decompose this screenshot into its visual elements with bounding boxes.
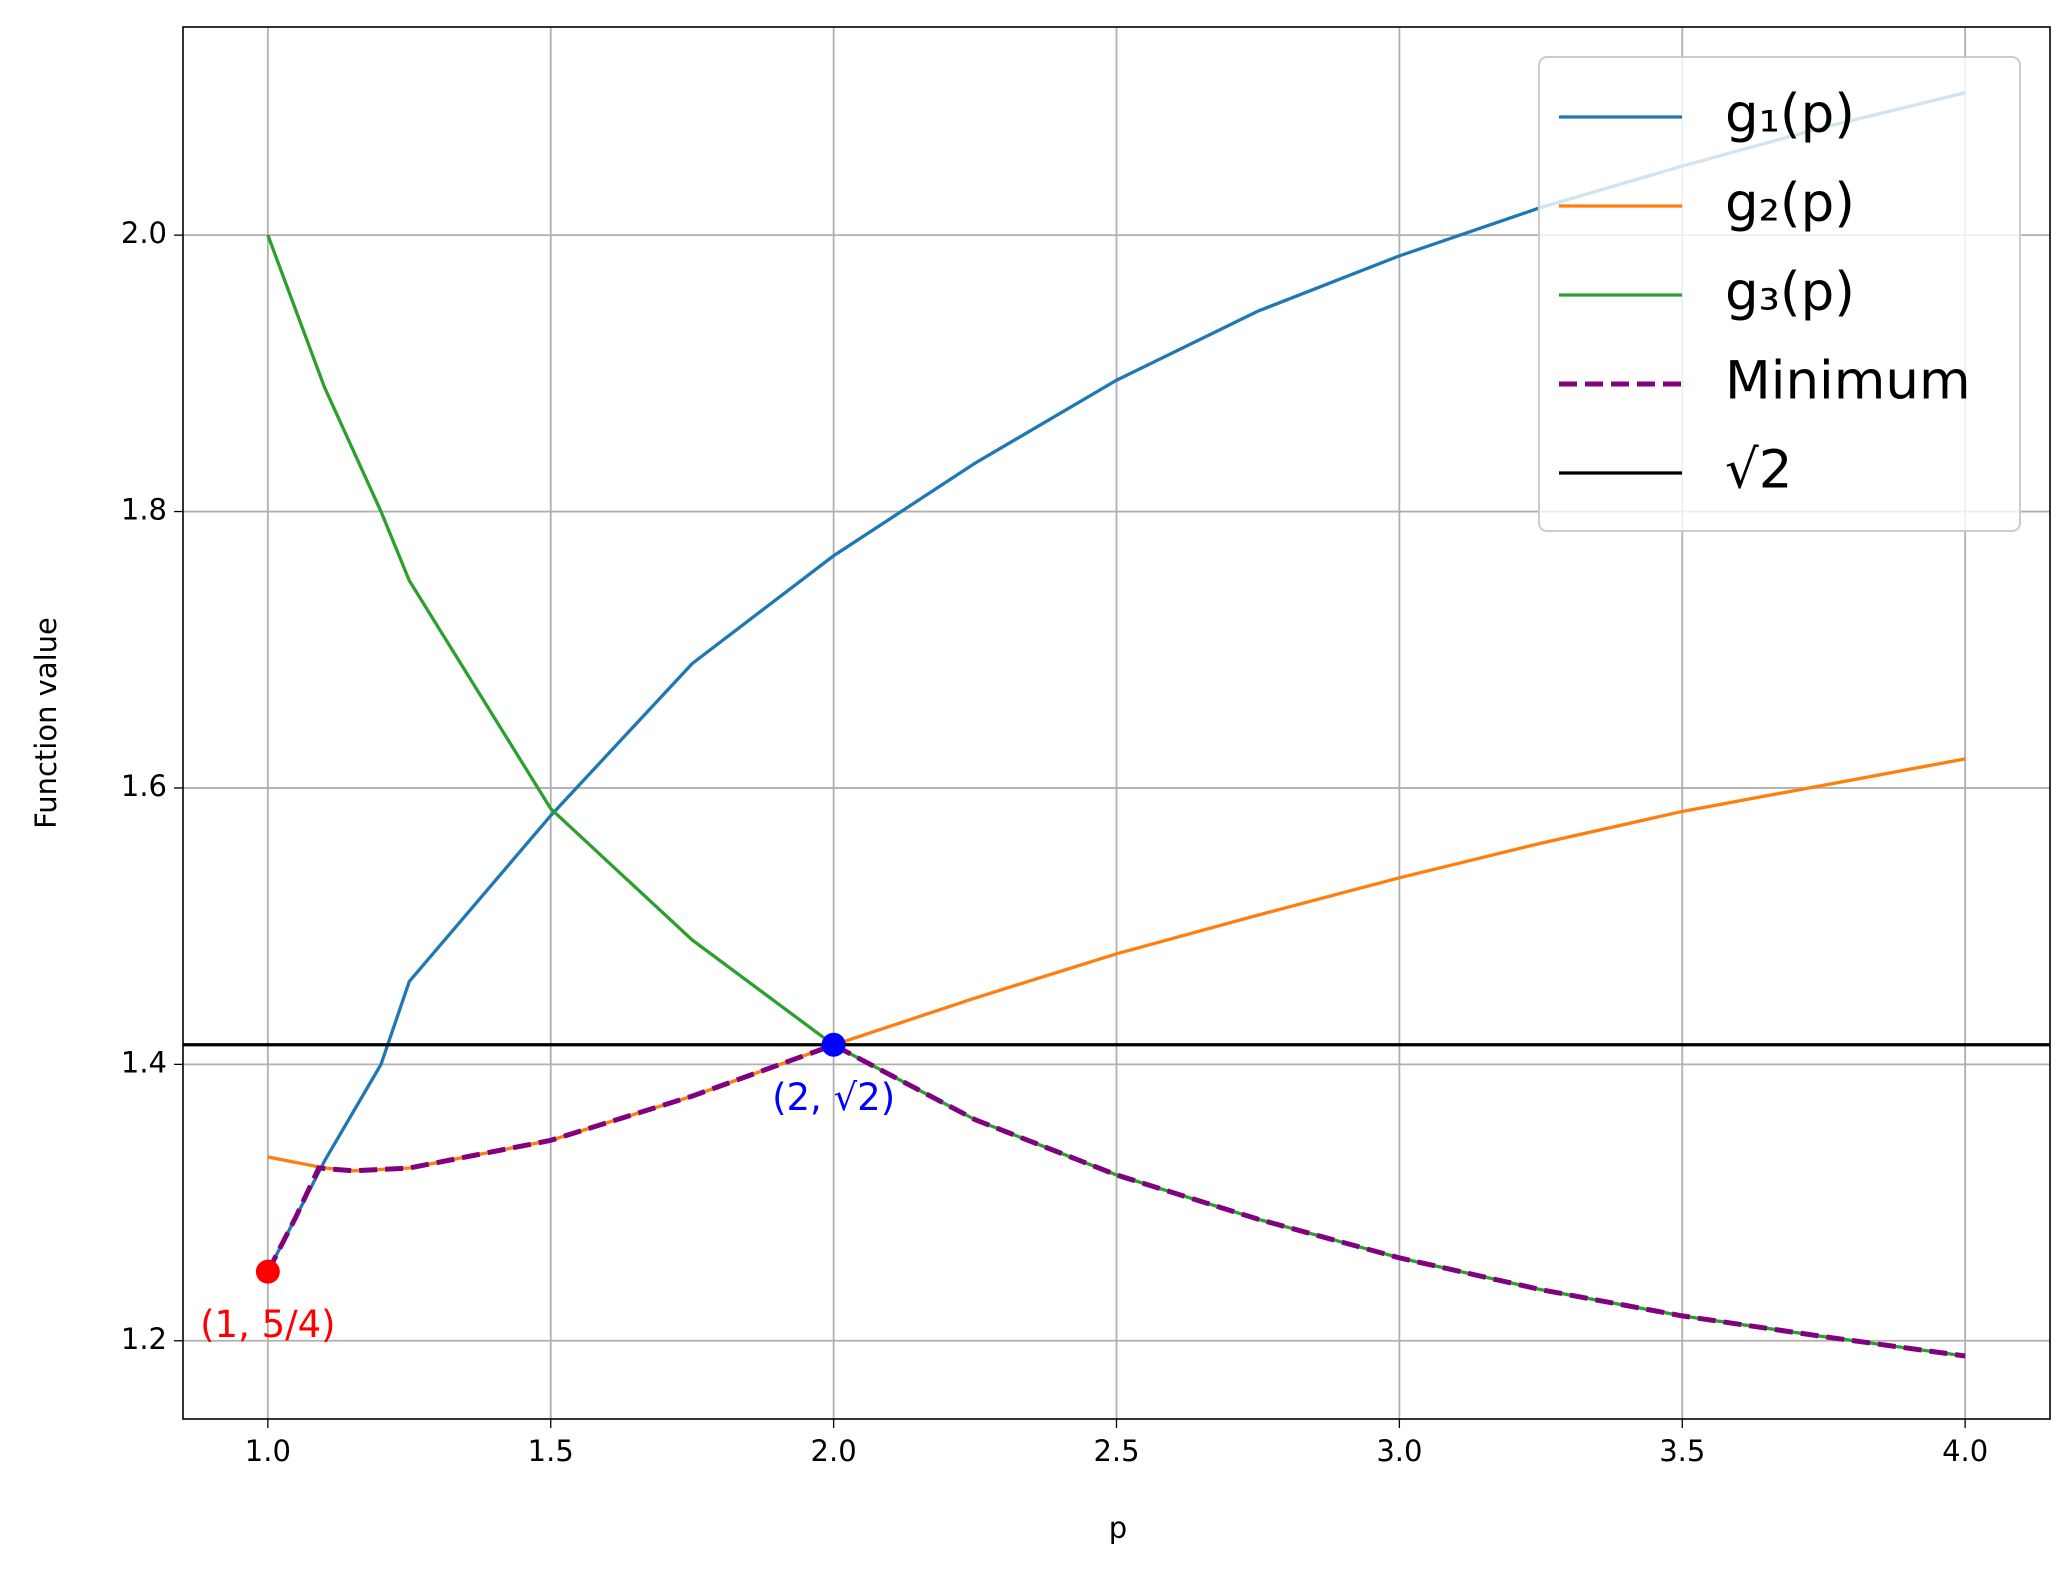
legend-label: g₁(p)	[1725, 84, 1855, 145]
legend-label: g₃(p)	[1725, 262, 1855, 323]
x-tick-label: 4.0	[1942, 1434, 1988, 1468]
y-axis-label: Function value	[29, 617, 63, 829]
point	[821, 1032, 846, 1057]
y-tick-label: 1.4	[121, 1045, 167, 1079]
x-tick-label: 2.0	[811, 1434, 857, 1468]
y-tick-label: 1.8	[121, 493, 167, 527]
axes-frame	[182, 26, 2051, 1420]
x-tick-label: 3.0	[1376, 1434, 1422, 1468]
x-tick-label: 1.5	[528, 1434, 574, 1468]
legend-label: Minimum	[1725, 351, 1971, 412]
x-axis-label: p	[1109, 1511, 1127, 1545]
x-tick-label: 1.0	[245, 1434, 291, 1468]
annotation: (2, √2)	[772, 1076, 895, 1119]
point	[255, 1259, 280, 1284]
annotation: (1, 5/4)	[200, 1303, 335, 1346]
legend-label: g₂(p)	[1725, 173, 1855, 234]
legend-box	[1538, 56, 2021, 532]
y-tick-label: 1.6	[121, 769, 167, 803]
y-tick-label: 2.0	[121, 216, 167, 250]
y-tick-label: 1.2	[121, 1322, 167, 1356]
line-7	[265, 1042, 1966, 1359]
x-tick-label: 2.5	[1093, 1434, 1139, 1468]
legend-label: √2	[1725, 440, 1793, 501]
x-tick-label: 3.5	[1659, 1434, 1705, 1468]
